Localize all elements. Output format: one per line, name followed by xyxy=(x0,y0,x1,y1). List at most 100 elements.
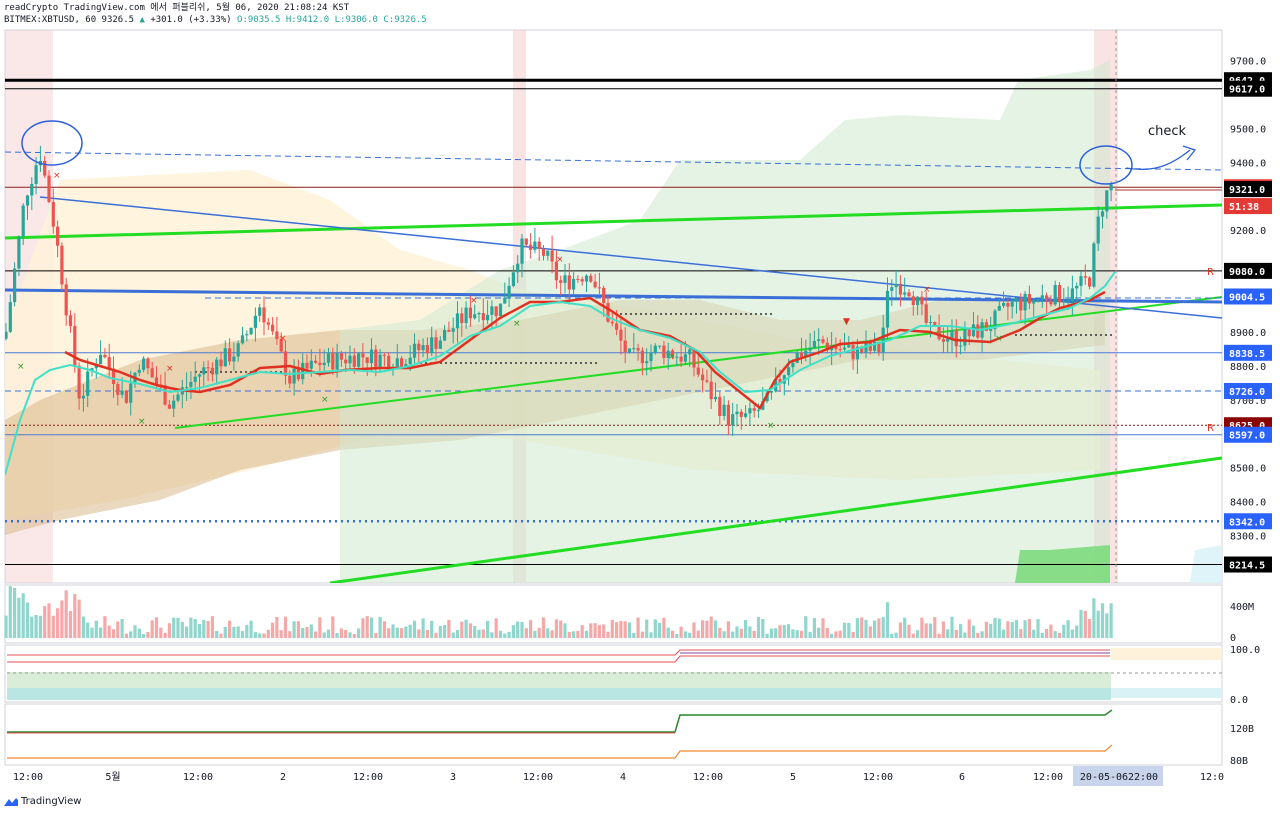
osc1-tick-0: 0.0 xyxy=(1230,695,1248,706)
candle-body-165 xyxy=(713,396,718,400)
candle-body-253 xyxy=(1092,243,1096,287)
svg-text:×: × xyxy=(138,417,146,427)
volume-bar-152 xyxy=(658,622,662,638)
volume-bar-61 xyxy=(266,629,270,638)
blue-dashed-trendline xyxy=(5,151,1222,171)
candle-body-197 xyxy=(851,345,855,360)
volume-bar-148 xyxy=(640,631,644,638)
volume-bar-89 xyxy=(387,628,391,638)
candle-body-185 xyxy=(799,352,804,358)
candle-body-157 xyxy=(679,356,683,362)
blue-thick-trendline xyxy=(5,288,1222,304)
volume-bar-97 xyxy=(421,618,425,638)
candle-body-219 xyxy=(946,339,950,342)
candle-body-229 xyxy=(989,329,993,331)
symbol-name[interactable]: BITMEX:XBTUSD, 60 xyxy=(4,15,97,25)
ohlc-open: O:9035.5 xyxy=(237,15,281,25)
time-axis[interactable]: 12:00 5월 12:00 2 12:00 3 12:00 4 12:00 5 12:00 6 12:… xyxy=(13,771,1224,783)
candle-body-234 xyxy=(1010,301,1014,307)
price-tick-8: 8400.0 xyxy=(1230,498,1266,509)
candle-body-17 xyxy=(77,365,81,399)
candle-body-84 xyxy=(365,357,369,364)
volume-bar-160 xyxy=(692,622,696,638)
price-label-bg-11 xyxy=(1224,513,1272,530)
svg-text:×: × xyxy=(668,352,676,362)
price-axis[interactable]: 9700.0 9500.0 9400.0 9200.0 8900.0 8800.0 8700… xyxy=(1230,57,1266,543)
volume-bar-68 xyxy=(296,621,300,638)
candle-body-5 xyxy=(25,195,30,206)
candle-body-65 xyxy=(283,351,288,376)
candle-body-151 xyxy=(653,345,657,353)
candle-body-10 xyxy=(47,175,51,202)
volume-bar-15 xyxy=(68,611,73,638)
osc2-tick-80b: 80B xyxy=(1230,756,1248,767)
candle-body-117 xyxy=(507,285,511,298)
candle-body-9 xyxy=(43,160,47,176)
candle-body-119 xyxy=(516,263,520,273)
volume-bar-130 xyxy=(563,623,567,638)
candle-body-13 xyxy=(60,245,64,285)
candles[interactable] xyxy=(4,145,1113,436)
candle-body-206 xyxy=(890,287,894,291)
volume-bar-221 xyxy=(954,630,958,638)
volume-bar-197 xyxy=(851,631,855,638)
volume-bar-79 xyxy=(344,630,348,638)
oscillator-pane-2[interactable] xyxy=(4,703,1223,766)
candle-body-40 xyxy=(176,394,180,401)
candle-body-187 xyxy=(808,348,812,351)
price-label-bg-1 xyxy=(1224,80,1272,97)
volume-bar-87 xyxy=(378,616,382,638)
candle-body-207 xyxy=(894,283,898,288)
time-tick-1: 5월 xyxy=(105,771,120,783)
candle-body-164 xyxy=(709,381,713,400)
candle-body-55 xyxy=(240,335,245,344)
volume-bar-165 xyxy=(713,620,718,638)
volume-bar-227 xyxy=(980,631,984,638)
volume-bar-65 xyxy=(283,616,288,638)
volume-bar-29 xyxy=(129,631,133,638)
candle-body-137 xyxy=(593,281,597,288)
time-tick-4: 12:00 xyxy=(353,772,383,783)
price-label-6: 9004.5 xyxy=(1229,292,1265,303)
volume-bar-141 xyxy=(610,619,614,638)
volume-bar-24 xyxy=(107,625,111,638)
candle-body-175 xyxy=(756,409,761,411)
candle-body-23 xyxy=(103,354,107,358)
horizontal-levels[interactable] xyxy=(5,78,1222,566)
candle-body-133 xyxy=(576,278,580,280)
volume-bar-144 xyxy=(623,621,627,638)
svg-text:×: × xyxy=(17,362,25,372)
candle-body-257 xyxy=(1109,184,1113,191)
volume-bar-211 xyxy=(911,633,915,638)
candle-body-52 xyxy=(228,348,232,362)
volume-bar-180 xyxy=(778,625,782,638)
lower-green-trendline xyxy=(329,456,1222,583)
volume-bar-222 xyxy=(959,624,963,638)
price-label-11: 8342.0 xyxy=(1229,517,1265,528)
candle-body-141 xyxy=(610,321,614,324)
volume-bar-93 xyxy=(404,626,408,638)
candle-body-62 xyxy=(271,324,275,332)
volume-bar-167 xyxy=(722,631,726,638)
volume-bar-16 xyxy=(73,594,77,638)
time-tick-6: 12:00 xyxy=(523,772,553,783)
candle-body-200 xyxy=(864,342,868,353)
volume-bar-80 xyxy=(348,632,352,638)
candle-body-252 xyxy=(1088,277,1092,287)
volume-bar-124 xyxy=(537,627,541,638)
time-tick-5: 3 xyxy=(450,772,456,783)
volume-bar-140 xyxy=(606,631,610,638)
candle-body-130 xyxy=(563,275,567,283)
candle-body-139 xyxy=(602,287,606,304)
candle-body-121 xyxy=(524,238,528,245)
volume-bar-179 xyxy=(774,628,778,638)
tradingview-logo[interactable]: TradingView xyxy=(4,796,81,807)
candle-body-74 xyxy=(322,362,326,366)
svg-text:×: × xyxy=(279,334,287,344)
trend-lines[interactable] xyxy=(5,151,1222,583)
volume-bar-177 xyxy=(765,633,769,638)
candle-body-235 xyxy=(1014,299,1019,302)
svg-text:×: × xyxy=(166,364,174,374)
volume-bar-3 xyxy=(17,597,21,638)
